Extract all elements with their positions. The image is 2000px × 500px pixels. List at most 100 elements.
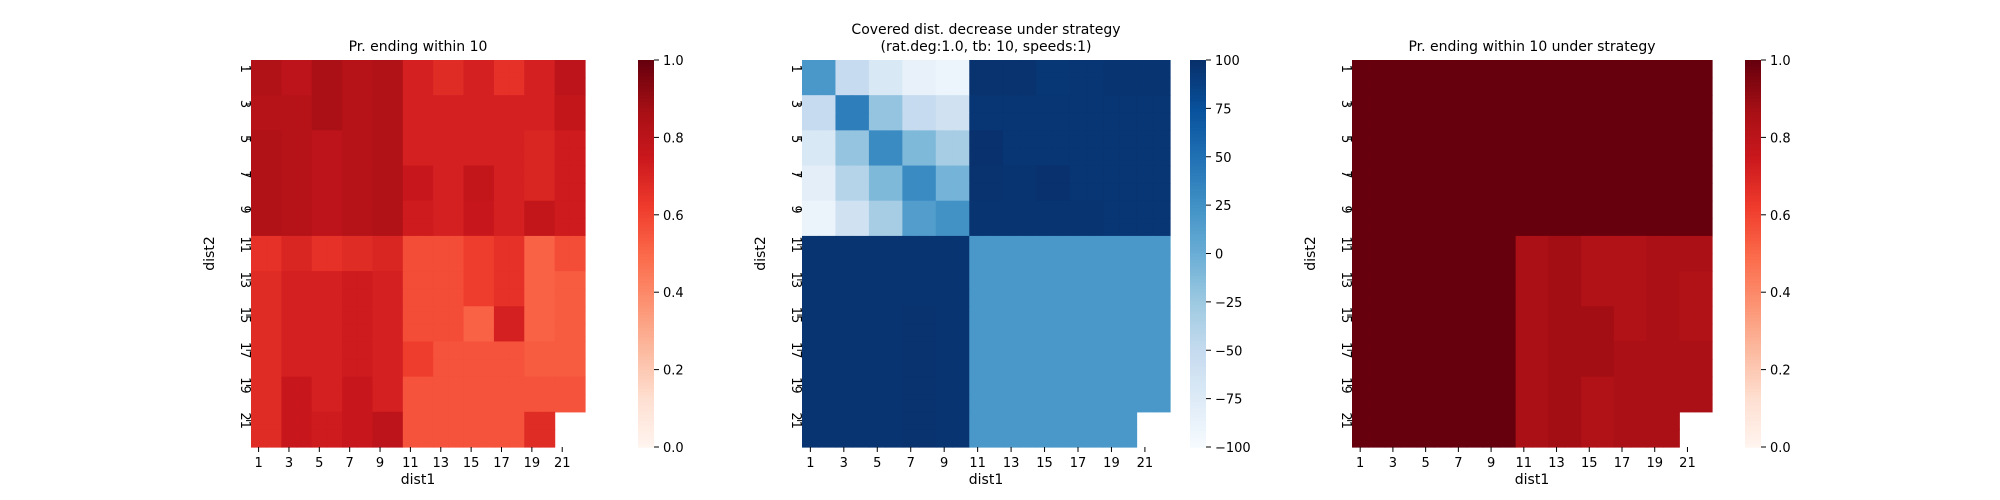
colorbar-segment bbox=[1190, 408, 1206, 413]
heatmap-cell bbox=[902, 288, 920, 307]
heatmap-cell bbox=[1515, 359, 1533, 378]
heatmap-cell bbox=[868, 165, 887, 184]
heatmap-cell bbox=[463, 253, 480, 272]
heatmap-cell bbox=[818, 147, 837, 167]
heatmap-cell bbox=[357, 376, 374, 395]
heatmap-cell bbox=[448, 341, 465, 360]
heatmap-cell bbox=[372, 394, 389, 413]
heatmap-cell bbox=[1036, 165, 1054, 184]
colorbar-segment bbox=[638, 398, 654, 403]
heatmap-cell bbox=[433, 288, 449, 307]
heatmap-cell bbox=[1368, 112, 1386, 131]
heatmap-cell bbox=[852, 165, 870, 184]
heatmap-cell bbox=[266, 235, 282, 255]
heatmap-cell bbox=[478, 130, 495, 149]
colorbar-segment bbox=[1190, 301, 1206, 306]
heatmap-cell bbox=[569, 235, 586, 255]
heatmap-cell bbox=[569, 359, 586, 378]
heatmap-cell bbox=[1417, 411, 1435, 431]
colorbar-segment bbox=[1190, 92, 1206, 97]
heatmap-cell bbox=[1695, 341, 1713, 360]
heatmap-cell bbox=[818, 112, 837, 131]
heatmap-cell bbox=[935, 323, 954, 343]
heatmap-cell bbox=[448, 60, 465, 79]
heatmap-cell bbox=[402, 394, 419, 413]
heatmap-cell bbox=[1581, 165, 1599, 184]
heatmap-cell bbox=[1352, 271, 1369, 290]
heatmap-cell bbox=[1564, 183, 1582, 202]
colorbar-segment bbox=[1745, 89, 1761, 93]
heatmap-cell bbox=[1103, 218, 1121, 237]
chart-title: Covered dist. decrease under strategy bbox=[851, 22, 1120, 38]
heatmap-cell bbox=[885, 183, 903, 202]
heatmap-cell bbox=[311, 394, 328, 413]
heatmap-cell bbox=[251, 77, 267, 96]
heatmap-cell bbox=[1036, 218, 1054, 237]
heatmap-cell bbox=[1695, 112, 1713, 131]
colorbar-segment bbox=[638, 79, 654, 84]
heatmap-cell bbox=[1630, 130, 1648, 149]
heatmap-cell bbox=[463, 271, 480, 290]
y-tick-label: 15 bbox=[1338, 307, 1353, 324]
heatmap-cell bbox=[986, 253, 1004, 272]
heatmap-cell bbox=[1103, 253, 1121, 272]
heatmap-cell bbox=[524, 60, 541, 79]
heatmap-cell bbox=[554, 183, 571, 202]
heatmap-cell bbox=[1564, 253, 1582, 272]
heatmap-cell bbox=[296, 200, 313, 219]
colorbar-segment bbox=[1190, 153, 1206, 158]
heatmap-cell bbox=[868, 253, 887, 272]
heatmap-cell bbox=[402, 341, 419, 360]
heatmap-cell bbox=[524, 394, 541, 413]
colorbar-segment bbox=[638, 82, 654, 87]
heatmap-cell bbox=[1597, 183, 1615, 202]
colorbar-tick-label: 0.6 bbox=[1770, 209, 1791, 224]
y-tick-label: 1 bbox=[1338, 65, 1353, 73]
heatmap-cell bbox=[1401, 165, 1419, 184]
heatmap-cell bbox=[509, 359, 525, 378]
heatmap-cell bbox=[296, 130, 313, 149]
heatmap-cell bbox=[463, 130, 480, 149]
heatmap-cell bbox=[1103, 429, 1121, 448]
colorbar-segment bbox=[638, 153, 654, 158]
heatmap-cell bbox=[357, 200, 374, 219]
colorbar-segment bbox=[1190, 114, 1206, 119]
colorbar-tick-label: 0.0 bbox=[1770, 441, 1791, 456]
heatmap-cell bbox=[1630, 235, 1648, 255]
colorbar-segment bbox=[638, 101, 654, 106]
heatmap-cell bbox=[539, 77, 556, 96]
heatmap-cell bbox=[986, 95, 1004, 114]
x-tick-label: 15 bbox=[463, 456, 480, 471]
heatmap-cell bbox=[539, 235, 556, 255]
colorbar-tick-label: 75 bbox=[1215, 102, 1232, 117]
heatmap-cell bbox=[818, 253, 837, 272]
colorbar-segment bbox=[1745, 114, 1761, 119]
heatmap-cell bbox=[387, 147, 404, 167]
heatmap-cell bbox=[493, 235, 510, 255]
colorbar-segment bbox=[1190, 314, 1206, 319]
heatmap-cell bbox=[357, 165, 374, 184]
x-tick-label: 1 bbox=[254, 456, 262, 471]
heatmap-cell bbox=[835, 183, 853, 202]
heatmap-cell bbox=[1119, 77, 1138, 96]
colorbar-segment bbox=[1745, 356, 1761, 361]
heatmap-cell bbox=[326, 235, 343, 255]
heatmap-cell bbox=[1613, 306, 1631, 325]
colorbar-segment bbox=[638, 76, 654, 80]
colorbar-segment bbox=[1745, 421, 1761, 426]
heatmap-cell bbox=[868, 95, 887, 114]
heatmap-cell bbox=[357, 218, 374, 237]
heatmap-cell bbox=[296, 95, 313, 114]
heatmap-cell bbox=[1352, 341, 1369, 360]
heatmap-cell bbox=[1002, 429, 1021, 448]
colorbar-segment bbox=[1745, 243, 1761, 248]
colorbar-segment bbox=[638, 298, 654, 303]
colorbar-segment bbox=[1745, 269, 1761, 274]
heatmap-cell bbox=[387, 394, 404, 413]
heatmap-cell bbox=[835, 341, 853, 360]
heatmap-cell bbox=[1630, 77, 1648, 96]
heatmap-cell bbox=[885, 218, 903, 237]
heatmap-cell bbox=[372, 376, 389, 395]
heatmap-cell bbox=[1548, 112, 1566, 131]
heatmap-cell bbox=[1036, 288, 1054, 307]
